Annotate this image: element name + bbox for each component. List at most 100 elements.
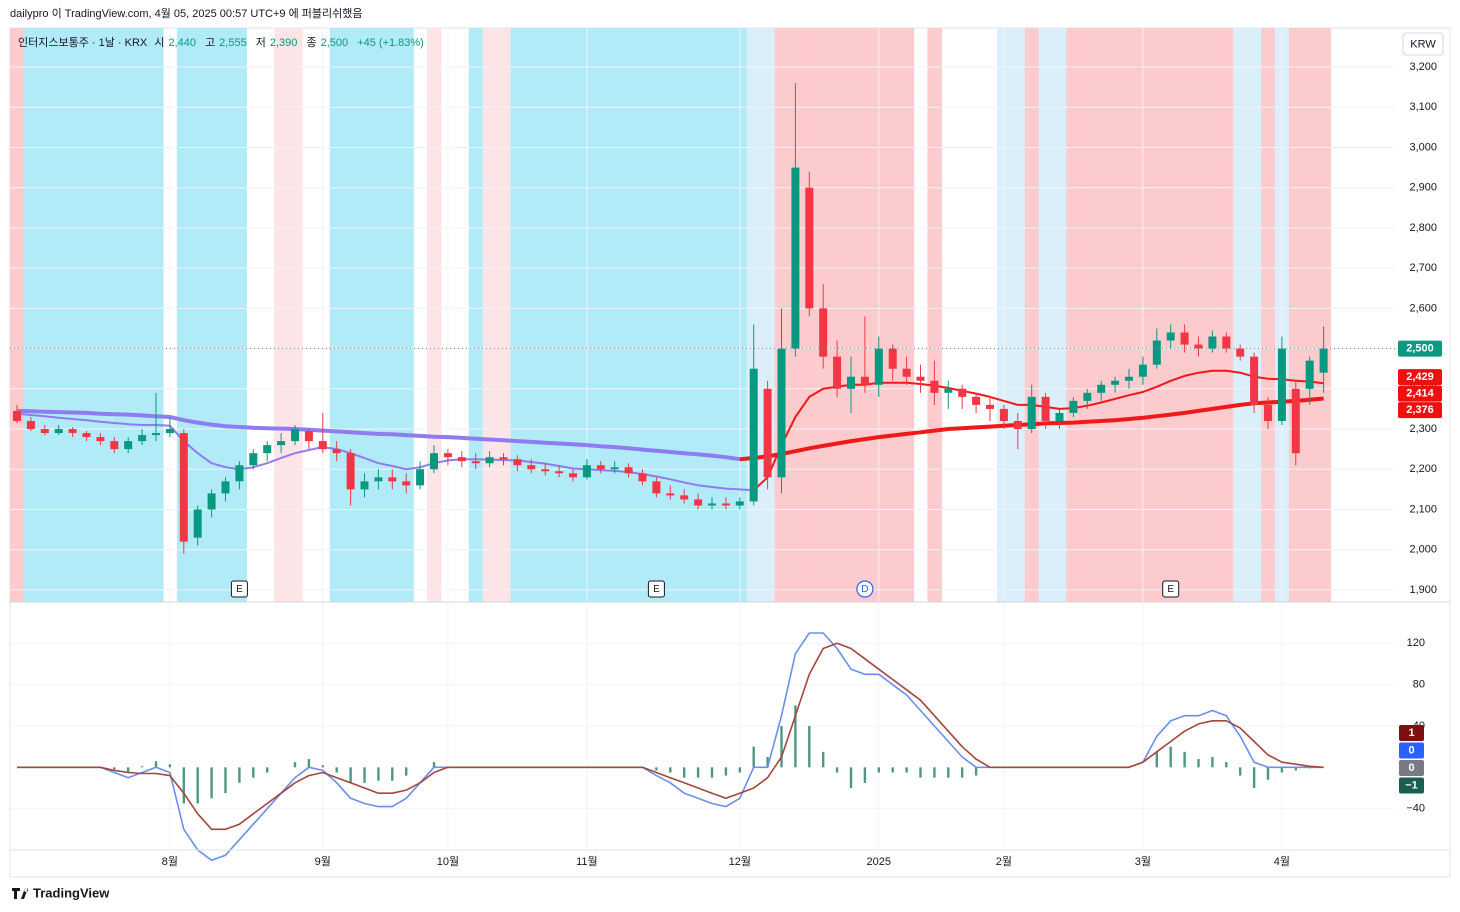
candle-body: [958, 388, 967, 397]
signal-band: [718, 28, 734, 602]
histogram-bar: [307, 759, 311, 768]
candle-body: [944, 388, 953, 393]
candle-body: [610, 467, 619, 470]
price-badge-label: 2,414: [1406, 388, 1434, 400]
macd-badge-label: −1: [1405, 779, 1418, 791]
signal-band: [899, 28, 915, 602]
signal-band: [190, 28, 206, 602]
tradingview-logo: [12, 888, 29, 899]
signal-band: [705, 28, 720, 602]
signal-band: [343, 28, 359, 602]
candle-body: [193, 509, 202, 538]
histogram-bar: [391, 767, 394, 781]
price-badge: [1398, 402, 1442, 419]
y-tick-label: 2,900: [1409, 182, 1437, 194]
candle-body: [1083, 392, 1092, 401]
candle-body: [721, 503, 730, 506]
signal-band: [691, 28, 706, 602]
price-badge: [1398, 369, 1442, 386]
histogram-bar: [266, 767, 269, 773]
candle-body: [235, 465, 244, 482]
histogram-bar: [293, 762, 297, 768]
signal-band: [1024, 28, 1040, 602]
candle-body: [1236, 348, 1245, 357]
histogram-bar: [196, 767, 199, 804]
candle-body: [360, 481, 369, 490]
candle-body: [374, 477, 383, 482]
histogram-bar: [252, 767, 255, 778]
candle-body: [249, 453, 258, 466]
candle-body: [860, 376, 869, 385]
y-tick-label: 2,600: [1409, 302, 1437, 314]
candle-body: [819, 308, 828, 357]
signal-band: [218, 28, 234, 602]
signal-band: [121, 28, 136, 602]
signal-band: [1149, 28, 1165, 602]
currency: KRW: [1410, 38, 1436, 50]
y-tick-label: 1,900: [1409, 584, 1437, 596]
x-tick-label: 4월: [1274, 855, 1290, 868]
histogram-bar: [683, 767, 686, 778]
background-bands: [10, 28, 1332, 602]
histogram-bar: [182, 767, 185, 804]
signal-band: [1010, 28, 1026, 602]
candle-body: [207, 493, 216, 510]
candle-body: [763, 388, 772, 478]
candle-body: [110, 441, 119, 450]
histogram-bar: [655, 767, 658, 771]
macd-badge: [1399, 742, 1424, 759]
macd-line: [17, 632, 1324, 862]
y-tick-label: −40: [1406, 803, 1425, 815]
histogram-bar: [349, 767, 352, 783]
signal-band: [927, 28, 942, 602]
candle-body: [999, 408, 1008, 421]
x-tick-label: 2025: [867, 856, 891, 868]
histogram-bar: [780, 726, 783, 768]
candle-body: [263, 445, 272, 454]
macd-badge-label: 0: [1408, 762, 1414, 774]
ohlc-value: 2,555: [219, 37, 247, 49]
signal-band: [1122, 28, 1137, 602]
signal-band: [274, 28, 289, 602]
histogram-bar: [1155, 751, 1158, 768]
histogram-bar: [808, 726, 811, 768]
candle-body: [277, 441, 286, 446]
candle-body: [471, 461, 480, 464]
candle-body: [152, 433, 160, 436]
signal-band: [1288, 28, 1304, 602]
histogram-bar: [127, 767, 130, 773]
candle-body: [1222, 336, 1231, 349]
signal-band: [204, 28, 220, 602]
candle-body: [221, 481, 230, 494]
signal-band: [677, 28, 692, 602]
signal-band: [37, 28, 53, 602]
candle-body: [54, 429, 63, 434]
histogram-bar: [877, 767, 880, 773]
candle-body: [318, 441, 327, 450]
candle-body: [624, 467, 633, 474]
y-tick-label: 2,300: [1409, 423, 1437, 435]
histogram-bar: [405, 767, 408, 776]
signal-band: [885, 28, 901, 602]
signal-band: [552, 28, 567, 602]
candle-body: [1055, 412, 1064, 421]
currency-button[interactable]: [1402, 32, 1444, 56]
signal-band: [65, 28, 81, 602]
price-badge-label: 2,376: [1406, 404, 1434, 416]
candle-body: [1125, 376, 1133, 381]
candle-body: [1208, 336, 1217, 349]
candle-body: [735, 501, 744, 506]
histogram-bar: [752, 746, 755, 768]
macd-badge-label: 1: [1408, 727, 1414, 739]
candle-body: [1194, 344, 1203, 349]
histogram-bar: [140, 766, 144, 768]
histogram-bar: [1169, 746, 1172, 768]
y-tick-label: 3,000: [1409, 141, 1437, 153]
candle-body: [443, 453, 452, 458]
ohlc-label: 종: [306, 37, 317, 49]
histogram-bar: [210, 767, 213, 799]
candle-body: [582, 465, 591, 478]
signal-band: [23, 28, 39, 602]
candle-body: [833, 356, 842, 389]
price-change: +45 (+1.83%): [357, 37, 424, 49]
